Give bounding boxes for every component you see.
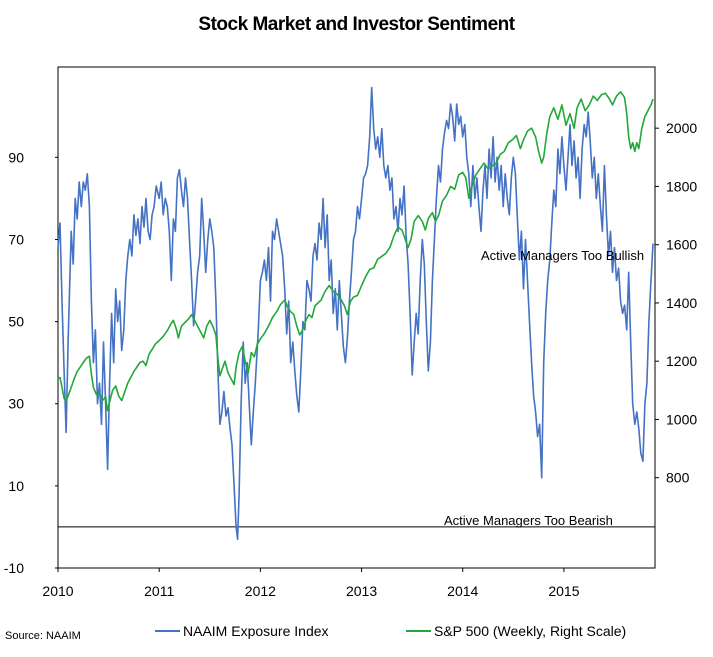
x-tick-label: 2013 [346,583,377,599]
left-tick-label: 10 [8,478,24,494]
x-tick-label: 2010 [42,583,73,599]
left-axis: -10 10 30 50 70 90 [4,149,58,576]
x-tick-label: 2014 [447,583,478,599]
left-tick-label: 70 [8,231,24,247]
x-tick-label: 2015 [548,583,579,599]
x-tick-label: 2012 [245,583,276,599]
annotation-bearish: Active Managers Too Bearish [444,513,613,528]
right-tick-label: 1800 [666,178,697,194]
right-tick-label: 1600 [666,237,697,253]
legend: NAAIM Exposure Index S&P 500 (Weekly, Rig… [155,623,626,639]
right-tick-label: 2000 [666,120,697,136]
plot-area [57,66,656,569]
right-axis: 800 1000 1200 1400 1600 1800 2000 [655,120,697,486]
left-tick-label: 50 [8,314,24,330]
right-tick-label: 1400 [666,295,697,311]
left-tick-label: -10 [4,560,24,576]
series-line-sp500 [57,91,654,412]
right-tick-label: 1200 [666,353,697,369]
right-tick-label: 800 [666,470,690,486]
right-tick-label: 1000 [666,411,697,427]
chart-title: Stock Market and Investor Sentiment [198,14,515,35]
x-axis: 2010 2011 2012 2013 2014 2015 [42,568,580,599]
legend-label: S&P 500 (Weekly, Right Scale) [434,623,626,639]
left-tick-label: 30 [8,396,24,412]
legend-label: NAAIM Exposure Index [183,623,329,639]
x-tick-label: 2011 [144,583,174,599]
annotation-bullish: Active Managers Too Bullish [481,248,644,263]
left-tick-label: 90 [8,149,24,165]
series-line-naaim [57,86,654,541]
series-layer [57,86,654,541]
source-label: Source: NAAIM [5,630,81,642]
